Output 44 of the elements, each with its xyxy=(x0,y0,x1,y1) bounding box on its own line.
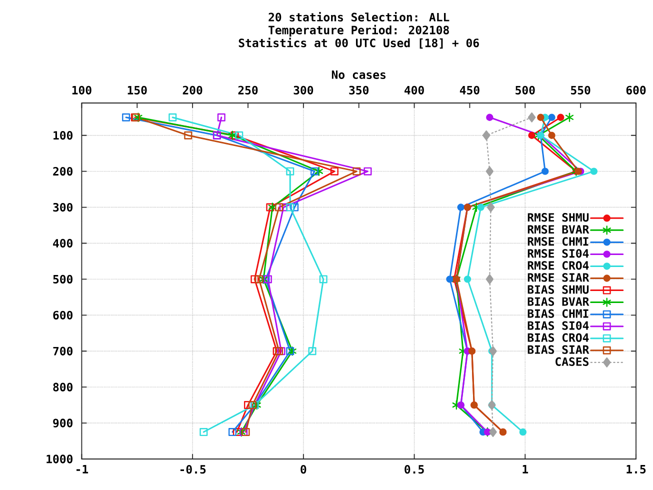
y-tick-label: 800 xyxy=(53,382,72,392)
y-tick-label: 1000 xyxy=(46,454,72,464)
x2-tick-label: 250 xyxy=(238,86,258,94)
legend-label: BIAS SHMU xyxy=(528,285,589,294)
chart-subtitle: Temperature Period: 202108 xyxy=(268,24,449,37)
x2-tick-label: 350 xyxy=(349,86,369,94)
x-tick-label: 1 xyxy=(522,465,528,474)
legend-label: RMSE CRO4 xyxy=(528,261,589,270)
legend-label: BIAS CHMI xyxy=(528,309,588,318)
x-tick-label: 0 xyxy=(300,465,306,474)
y-tick-label: 900 xyxy=(53,418,72,428)
x2-tick-label: 550 xyxy=(571,86,590,94)
y-tick-label: 200 xyxy=(53,166,72,176)
legend-label: BIAS BVAR xyxy=(528,297,590,306)
x2-axis-title: No cases xyxy=(332,70,386,79)
y-tick-label: 700 xyxy=(53,346,72,356)
legend-label: BIAS SIAR xyxy=(528,345,590,354)
x-tick-label: -1 xyxy=(76,465,88,474)
y-tick-label: 600 xyxy=(53,310,72,320)
x2-tick-label: 300 xyxy=(294,86,314,94)
x-tick-label: 0.5 xyxy=(404,465,424,474)
text: Statistics at 00 UTC Used [18] + 06 xyxy=(238,38,479,49)
legend-label: CASES xyxy=(556,357,589,366)
x2-tick-label: 600 xyxy=(626,86,646,94)
legend-label: BIAS CRO4 xyxy=(528,333,589,342)
legend-label: RMSE CHMI xyxy=(528,237,588,246)
x2-tick-label: 100 xyxy=(72,86,92,94)
x2-tick-label: 450 xyxy=(460,86,480,94)
x-tick-label: -0.5 xyxy=(180,465,206,474)
y-tick-label: 500 xyxy=(53,274,72,284)
y-tick-label: 100 xyxy=(54,131,72,140)
legend-label: RMSE SHMU xyxy=(528,213,589,222)
x2-tick-label: 200 xyxy=(182,86,202,94)
x2-tick-label: 500 xyxy=(516,86,535,94)
chart-title: 20 stations Selection: ALL xyxy=(268,12,450,22)
legend-label: RMSE SI04 xyxy=(528,249,589,258)
x2-tick-label: 150 xyxy=(128,86,147,94)
legend-label: RMSE SIAR xyxy=(528,273,590,282)
y-tick-label: 400 xyxy=(53,238,72,248)
legend-label: BIAS SI04 xyxy=(528,321,589,330)
x2-tick-label: 400 xyxy=(404,86,424,94)
y-tick-label: 300 xyxy=(53,202,72,212)
x-tick-label: 1.5 xyxy=(626,465,646,474)
legend-label: RMSE BVAR xyxy=(528,225,590,234)
